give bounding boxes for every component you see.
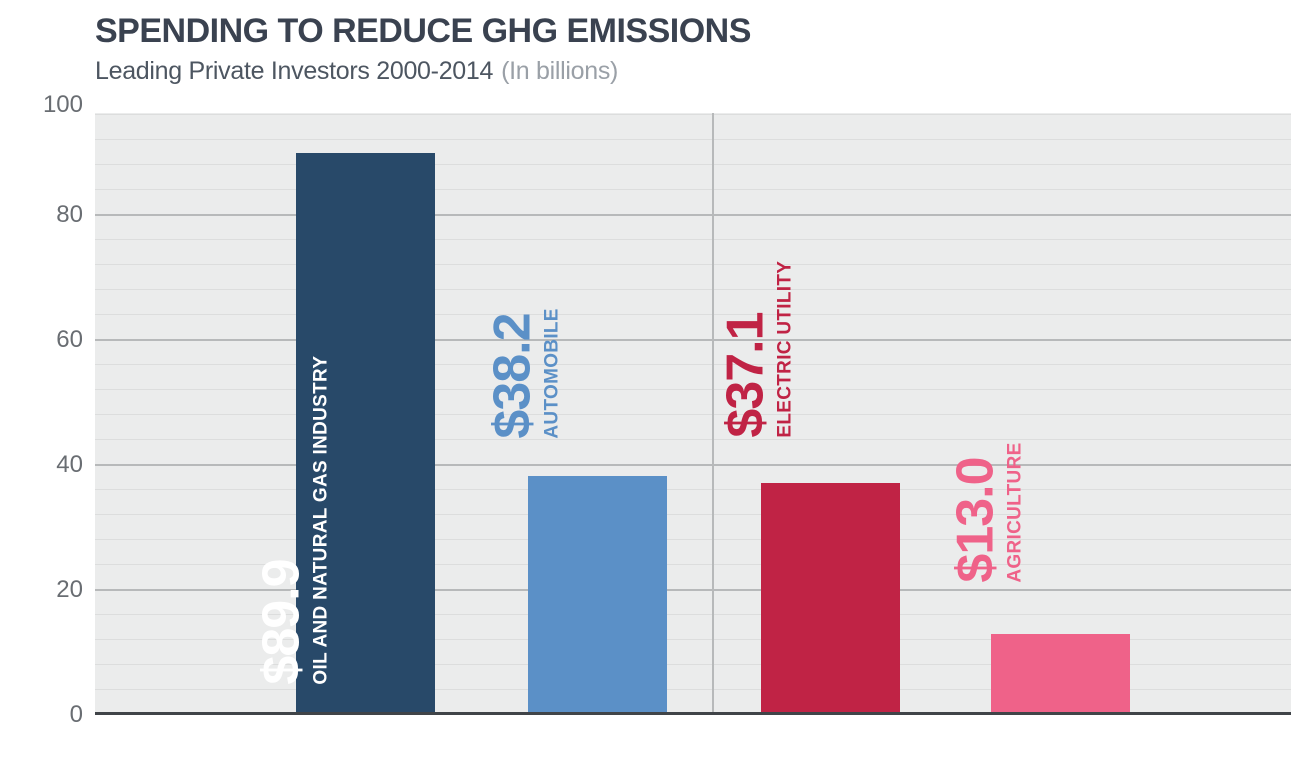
y-axis-tick-100: 100 <box>42 91 83 118</box>
gridline-minor <box>95 264 1291 265</box>
gridline-minor <box>95 389 1291 390</box>
bar-oil-and-natural-gas-industry <box>296 153 435 715</box>
bar-category-label: AGRICULTURE <box>1004 442 1025 583</box>
chart-subtitle-main: Leading Private Investors 2000-2014 <box>95 57 494 85</box>
gridline-minor <box>95 189 1291 190</box>
bar-automobile <box>527 476 667 715</box>
gridline-major <box>95 589 1291 591</box>
bar-value-label: $89.9 <box>251 559 310 685</box>
x-axis-baseline <box>95 712 1291 715</box>
gridline-major <box>95 464 1291 466</box>
y-axis-tick-60: 60 <box>56 326 83 353</box>
plot-area: $89.9 OIL AND NATURAL GAS INDUSTRY $38.2 AU… <box>95 113 1291 715</box>
gridline-major <box>95 339 1291 341</box>
chart-subtitle-note: (In billions) <box>501 57 619 85</box>
gridline-minor <box>95 239 1291 240</box>
bar-value-label: $37.1 <box>716 311 775 438</box>
bar-label: $38.2 AUTOMOBILE <box>483 307 562 439</box>
bar-label: $37.1 ELECTRIC UTILITY <box>716 260 795 438</box>
bar-electric-utility <box>760 483 900 715</box>
bar-value-label: $38.2 <box>483 313 542 439</box>
y-axis-tick-20: 20 <box>56 576 83 603</box>
bar-label: $89.9 OIL AND NATURAL GAS INDUSTRY <box>251 356 331 685</box>
gridline-minor <box>95 664 1291 665</box>
bar-category-label: AUTOMOBILE <box>541 307 562 439</box>
bar-value-label: $13.0 <box>946 457 1005 583</box>
gridline-minor <box>95 439 1291 440</box>
gridline-minor <box>95 689 1291 690</box>
gridline-minor <box>95 314 1291 315</box>
gridline-major <box>95 214 1291 216</box>
gridline-minor <box>95 164 1291 165</box>
gridline-minor <box>95 489 1291 490</box>
y-axis: 0 20 40 60 80 100 <box>0 0 85 766</box>
panel-divider-line <box>712 113 714 715</box>
chart-subtitle: Leading Private Investors 2000-2014 (In b… <box>95 57 618 86</box>
bar-category-label: ELECTRIC UTILITY <box>774 260 795 438</box>
gridline-minor <box>95 139 1291 140</box>
gridline-minor <box>95 289 1291 290</box>
gridline-minor <box>95 414 1291 415</box>
y-axis-tick-80: 80 <box>56 201 83 228</box>
gridline-minor <box>95 564 1291 565</box>
gridline-minor <box>95 539 1291 540</box>
gridline-minor <box>95 614 1291 615</box>
gridline-minor <box>95 639 1291 640</box>
gridline-minor <box>95 514 1291 515</box>
chart-title: SPENDING TO REDUCE GHG EMISSIONS <box>95 12 751 50</box>
y-axis-tick-40: 40 <box>56 451 83 478</box>
gridline-minor <box>95 364 1291 365</box>
bar-label: $13.0 AGRICULTURE <box>946 442 1025 583</box>
gridline-minor <box>95 114 1291 115</box>
y-axis-tick-0: 0 <box>69 701 83 728</box>
bar-category-label: OIL AND NATURAL GAS INDUSTRY <box>309 356 331 685</box>
bar-agriculture <box>990 633 1130 715</box>
